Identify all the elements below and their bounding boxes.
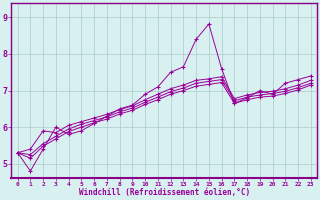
X-axis label: Windchill (Refroidissement éolien,°C): Windchill (Refroidissement éolien,°C) [79,188,250,197]
